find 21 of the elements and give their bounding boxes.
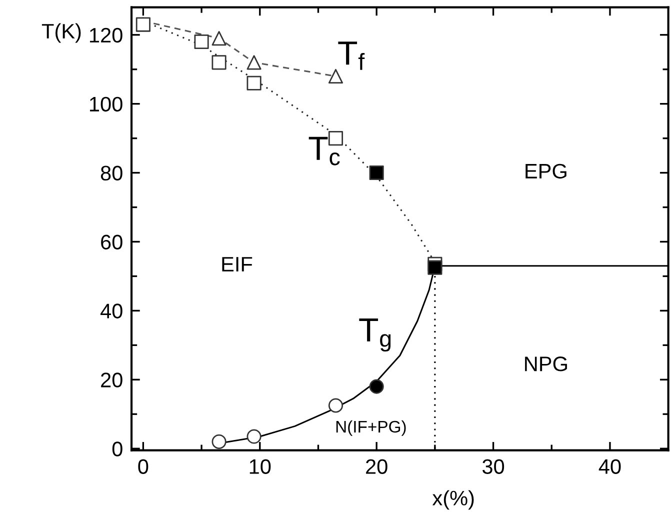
- y-tick-label: 20: [101, 372, 122, 388]
- x-tick-label: 0: [138, 459, 148, 474]
- y-tick-label: 120: [90, 28, 122, 43]
- x-tick-label: 20: [366, 459, 388, 474]
- annotation: EIF: [222, 257, 252, 272]
- x-tick-label: 10: [250, 459, 271, 474]
- y-tick-label: 0: [112, 442, 122, 456]
- y-tick-label: 60: [101, 234, 122, 250]
- annotation: N(IF+PG): [336, 420, 406, 436]
- x-tick-label: 40: [598, 459, 621, 474]
- y-tick-label: 100: [90, 96, 122, 112]
- annotation: EPG: [526, 164, 566, 179]
- y-axis-title: T(K): [42, 23, 81, 43]
- x-tick-label: 30: [482, 459, 504, 474]
- annotation: T$_{c}$: [308, 136, 340, 166]
- x-axis-title: x(%): [432, 490, 474, 510]
- y-tick-label: 40: [100, 304, 122, 318]
- annotation: NPG: [525, 356, 567, 372]
- y-tick-label: 80: [100, 166, 122, 181]
- annotation: T$_{g}$: [359, 318, 391, 352]
- annotation: T$_{f}$: [338, 42, 365, 70]
